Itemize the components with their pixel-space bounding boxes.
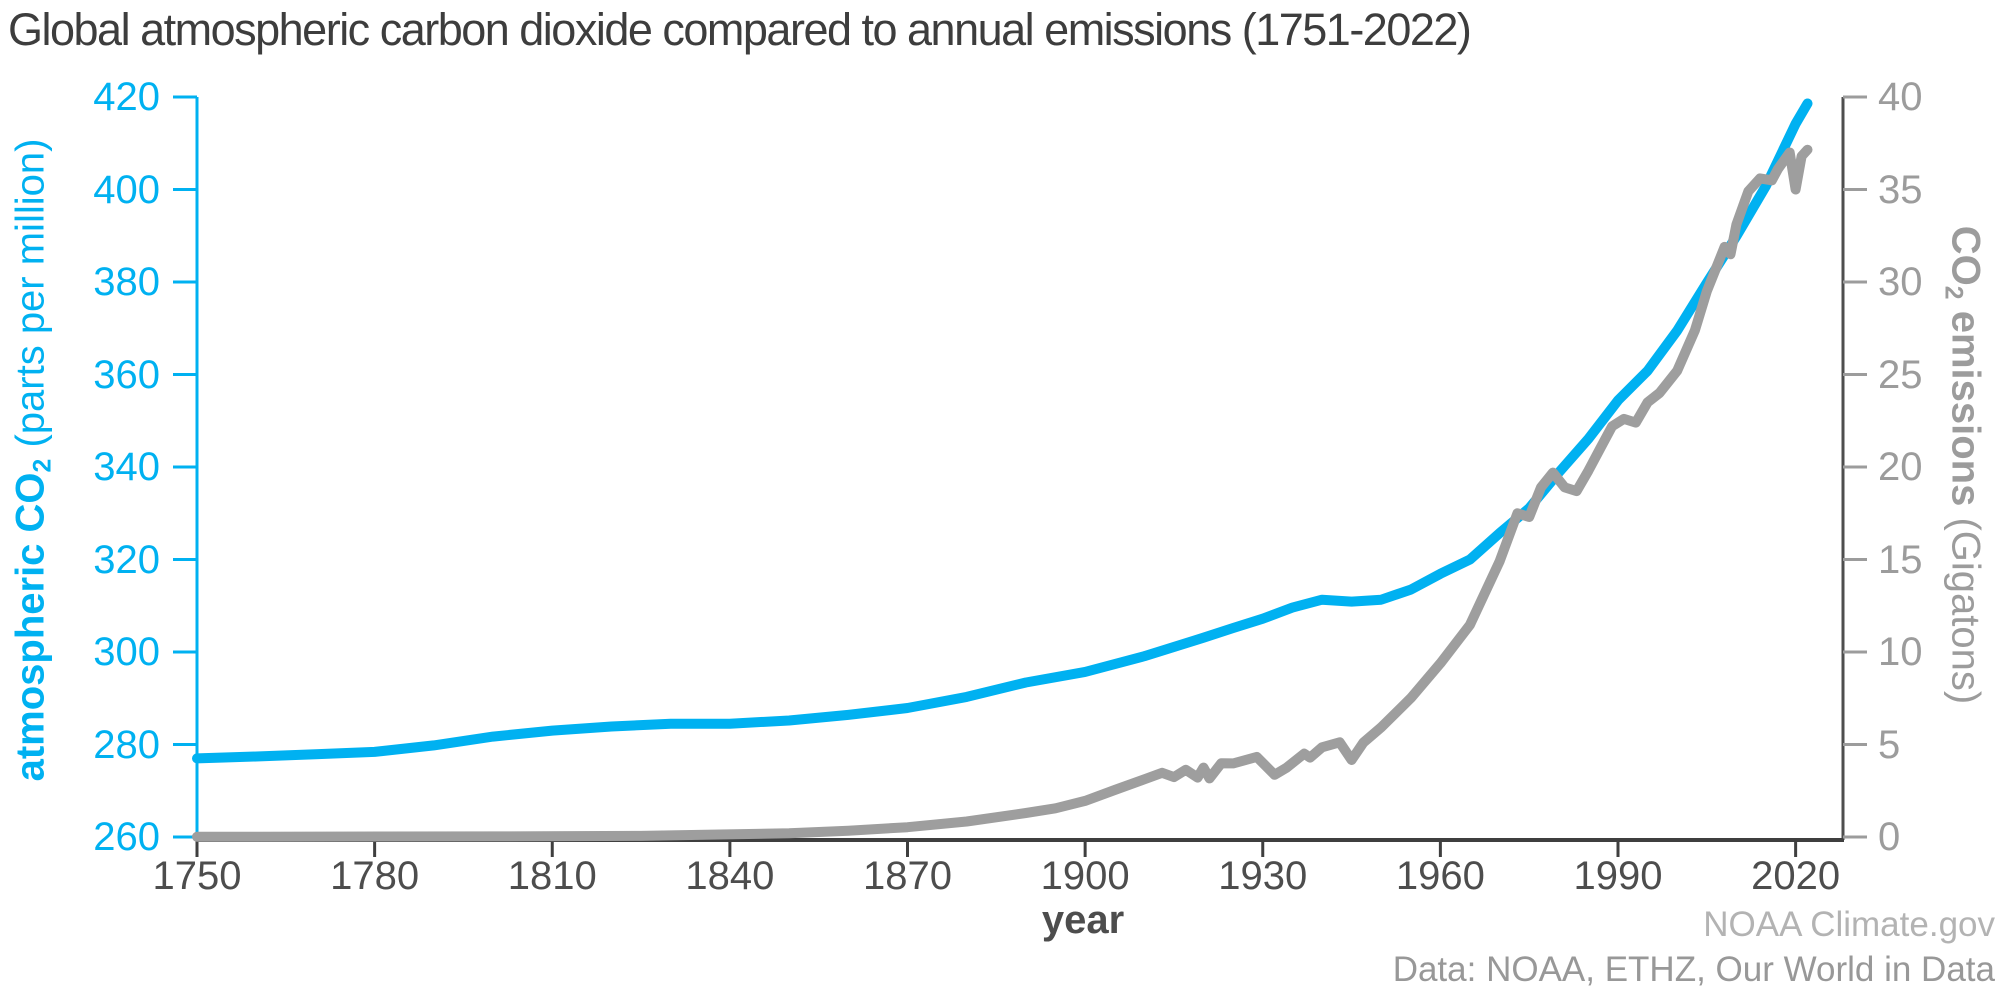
x-tick-label: 1750 — [152, 854, 242, 898]
y-right-tick-label: 35 — [1878, 167, 1923, 212]
y-left-tick-label: 400 — [93, 167, 160, 212]
y-right-tick-label: 25 — [1878, 352, 1923, 397]
x-tick-label: 1930 — [1218, 854, 1308, 898]
y-right-tick-label: 40 — [1878, 75, 1923, 119]
y-left-tick-label: 280 — [93, 722, 160, 767]
y-right-tick-label: 30 — [1878, 260, 1923, 304]
left-axis-title: atmospheric CO2 (parts per million) — [8, 139, 57, 782]
y-right-tick-label: 20 — [1878, 445, 1923, 489]
y-right-tick-label: 0 — [1878, 815, 1901, 859]
y-left-tick-label: 380 — [93, 260, 160, 304]
y-right-tick-label: 15 — [1878, 537, 1923, 582]
x-tick-label: 1900 — [1040, 854, 1130, 898]
x-tick-label: 1870 — [863, 854, 952, 898]
y-right-tick-label: 5 — [1878, 722, 1901, 767]
x-tick-label: 1960 — [1395, 854, 1485, 898]
attribution-data: Data: NOAA, ETHZ, Our World in Data — [1392, 950, 1995, 989]
y-left-tick-label: 340 — [93, 445, 160, 489]
attribution-source: NOAA Climate.gov — [1703, 905, 1995, 944]
x-tick-label: 1780 — [330, 854, 420, 898]
left-axis-title-name: atmospheric CO2 — [8, 458, 57, 782]
right-axis-title: CO2 emissions (Gigatons) — [1938, 226, 1987, 704]
y-left-tick-label: 420 — [93, 75, 160, 119]
x-axis-title: year — [1041, 898, 1125, 942]
y-left-tick-label: 260 — [93, 815, 160, 859]
chart-title: Global atmospheric carbon dioxide compar… — [8, 4, 1472, 55]
x-tick-label: 2020 — [1751, 854, 1841, 898]
left-axis-title-units: (parts per million) — [8, 138, 53, 459]
emissions-line — [192, 144, 1813, 842]
co2-line — [192, 98, 1813, 764]
y-right-tick-label: 10 — [1878, 630, 1923, 674]
x-tick-label: 1810 — [507, 854, 597, 898]
right-axis-title-units: (Gigatons) — [1943, 506, 1988, 705]
right-axis-title-name: CO2 emissions — [1939, 225, 1988, 507]
y-left-tick-label: 360 — [93, 352, 160, 397]
x-tick-label: 1840 — [685, 854, 775, 898]
y-left-tick-label: 320 — [93, 537, 160, 582]
y-left-tick-label: 300 — [93, 630, 160, 674]
x-tick-label: 1990 — [1573, 854, 1663, 898]
